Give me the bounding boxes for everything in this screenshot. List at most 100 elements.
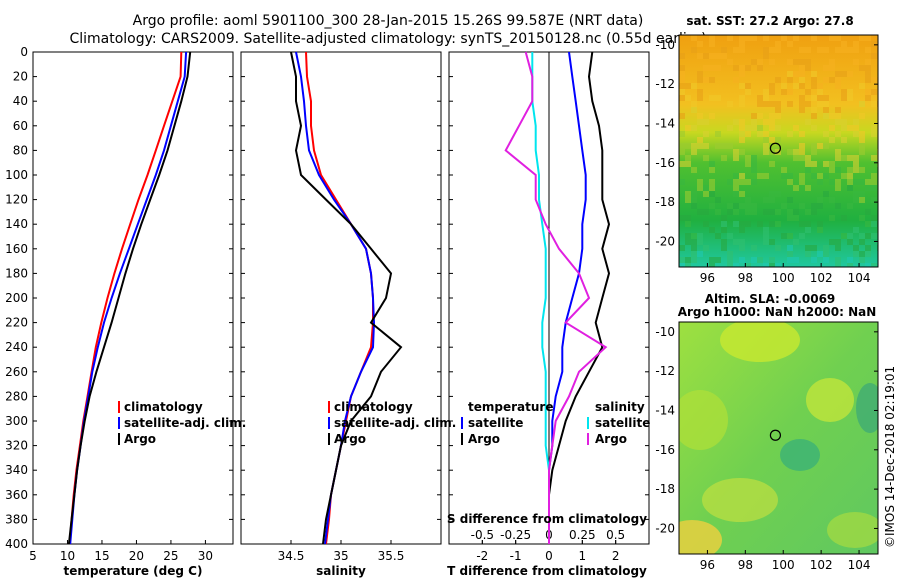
sst-map-title: sat. SST: 27.2 Argo: 27.8 xyxy=(686,14,853,28)
map-y-tick-label: -16 xyxy=(655,156,675,170)
x-tick-label: -2 xyxy=(476,549,488,563)
depth-tick-label: 400 xyxy=(5,537,28,551)
map-y-tick-label: -20 xyxy=(655,521,675,535)
x-tick-label: 25 xyxy=(163,549,178,563)
series-line-s-satellite xyxy=(531,52,550,544)
depth-tick-label: 260 xyxy=(5,365,28,379)
depth-tick-label: 100 xyxy=(5,168,28,182)
depth-tick-label: 280 xyxy=(5,389,28,403)
title-line-2: Climatology: CARS2009. Satellite-adjuste… xyxy=(69,31,706,47)
map-x-tick-label: 102 xyxy=(810,558,833,572)
x-tick-label: 34.5 xyxy=(278,549,305,563)
map-y-tick-label: -12 xyxy=(655,77,675,91)
legend-t-argo: Argo xyxy=(468,432,500,446)
sla-map-field xyxy=(679,322,878,554)
sst-map: sat. SST: 27.2 Argo: 27.8 96 98 100 102 104 … xyxy=(655,14,879,285)
sst-map-x-ticks: 96 98 100 102 104 xyxy=(700,263,871,285)
map-x-tick-label: 104 xyxy=(848,271,871,285)
series-line-argo xyxy=(290,51,403,545)
depth-tick-label: 140 xyxy=(5,217,28,231)
x-tick-label: 20 xyxy=(129,549,144,563)
series-line-t-argo xyxy=(548,51,611,544)
map-x-tick-label: 100 xyxy=(772,271,795,285)
depth-tick-label: 320 xyxy=(5,439,28,453)
x-tick-label: 0.5 xyxy=(606,528,625,542)
legend-climatology: climatology xyxy=(334,400,413,414)
legend-argo: Argo xyxy=(124,432,156,446)
legend-s-argo: Argo xyxy=(595,432,627,446)
depth-tick-label: 300 xyxy=(5,414,28,428)
temperature-x-label: temperature (deg C) xyxy=(64,564,203,578)
series-line-s-argo xyxy=(504,51,608,544)
x-tick-label: 0.25 xyxy=(569,528,596,542)
x-tick-label: 5 xyxy=(29,549,37,563)
depth-tick-label: 20 xyxy=(13,70,28,84)
s-diff-x-ticks: -0.5 -0.25 0 0.25 0.5 xyxy=(471,528,625,544)
map-x-tick-label: 104 xyxy=(848,558,871,572)
map-y-tick-label: -14 xyxy=(655,403,675,417)
map-x-tick-label: 102 xyxy=(810,271,833,285)
legend-s-satellite: satellite xyxy=(595,416,650,430)
sst-map-y-ticks: -10 -12 -14 -16 -18 -20 xyxy=(655,38,878,248)
depth-tick-label: 220 xyxy=(5,316,28,330)
sst-map-frame xyxy=(678,34,879,268)
series-line-argo xyxy=(67,51,192,545)
legend-temperature-heading: temperature xyxy=(468,400,553,414)
x-tick-label: 30 xyxy=(198,549,213,563)
t-diff-x-label: T difference from climatology xyxy=(447,564,647,578)
legend-satellite: satellite-adj. clim. xyxy=(124,416,246,430)
depth-tick-label: 160 xyxy=(5,242,28,256)
depth-tick-label: 120 xyxy=(5,193,28,207)
salinity-x-label: salinity xyxy=(316,564,366,578)
argo-position-marker xyxy=(769,142,782,154)
sla-map-y-ticks: -10 -12 -14 -16 -18 -20 xyxy=(655,325,878,535)
map-y-tick-label: -18 xyxy=(655,195,675,209)
x-tick-label: 0 xyxy=(545,549,553,563)
difference-panel: -2 -1 0 1 2 -0.5 -0.25 0 0.25 0.5 T difference f… xyxy=(447,51,650,578)
map-y-tick-label: -14 xyxy=(655,116,675,130)
imos-credit: ©IMOS 14-Dec-2018 02:19:01 xyxy=(883,366,897,548)
x-tick-label: 1 xyxy=(579,549,587,563)
temperature-legend: climatology satellite-adj. clim. Argo xyxy=(118,400,246,446)
salinity-legend: climatology satellite-adj. clim. Argo xyxy=(328,400,456,446)
series-line-satellite-adj-clim- xyxy=(69,51,188,545)
temperature-x-ticks: 5 10 15 20 25 30 xyxy=(29,540,213,563)
depth-tick-label: 200 xyxy=(5,291,28,305)
legend-climatology: climatology xyxy=(124,400,203,414)
title-line-1: Argo profile: aoml 5901100_300 28-Jan-20… xyxy=(133,13,644,29)
sla-map-x-ticks: 96 98 100 102 104 xyxy=(700,550,871,572)
sla-map-title-1: Altim. SLA: -0.0069 xyxy=(705,292,836,306)
temperature-panel: 0204060801001201401601802002202402602803… xyxy=(5,45,649,578)
map-x-tick-label: 96 xyxy=(700,271,715,285)
map-y-tick-label: -20 xyxy=(655,234,675,248)
map-x-tick-label: 98 xyxy=(738,271,753,285)
t-diff-x-ticks: -2 -1 0 1 2 xyxy=(476,540,619,563)
sst-map-field xyxy=(679,35,878,267)
x-tick-label: 35 xyxy=(333,549,348,563)
difference-legend: temperature satellite Argo salinity sate… xyxy=(461,400,650,446)
depth-tick-label: 380 xyxy=(5,512,28,526)
x-tick-label: 15 xyxy=(94,549,109,563)
map-x-tick-label: 98 xyxy=(738,558,753,572)
x-tick-label: 10 xyxy=(60,549,75,563)
legend-satellite: satellite-adj. clim. xyxy=(334,416,456,430)
x-tick-label: 2 xyxy=(612,549,620,563)
map-y-tick-label: -16 xyxy=(655,443,675,457)
depth-tick-label: 340 xyxy=(5,463,28,477)
salinity-panel: 34.5 35 35.5 salinity climatology satellit… xyxy=(240,51,456,578)
map-x-tick-label: 100 xyxy=(772,558,795,572)
argo-position-marker xyxy=(769,429,782,441)
legend-t-satellite: satellite xyxy=(468,416,523,430)
legend-argo: Argo xyxy=(334,432,366,446)
depth-tick-label: 80 xyxy=(13,143,28,157)
series-line-t-satellite xyxy=(548,51,587,544)
temperature-frame xyxy=(32,51,234,545)
depth-tick-label: 180 xyxy=(5,266,28,280)
series-line-climatology xyxy=(305,51,374,545)
difference-series xyxy=(504,51,611,544)
depth-tick-label: 240 xyxy=(5,340,28,354)
depth-tick-label: 360 xyxy=(5,488,28,502)
depth-tick-labels: 0 20 40 60 80 100 120 140 160 180 200 220 240 260 280 3… xyxy=(5,45,649,551)
